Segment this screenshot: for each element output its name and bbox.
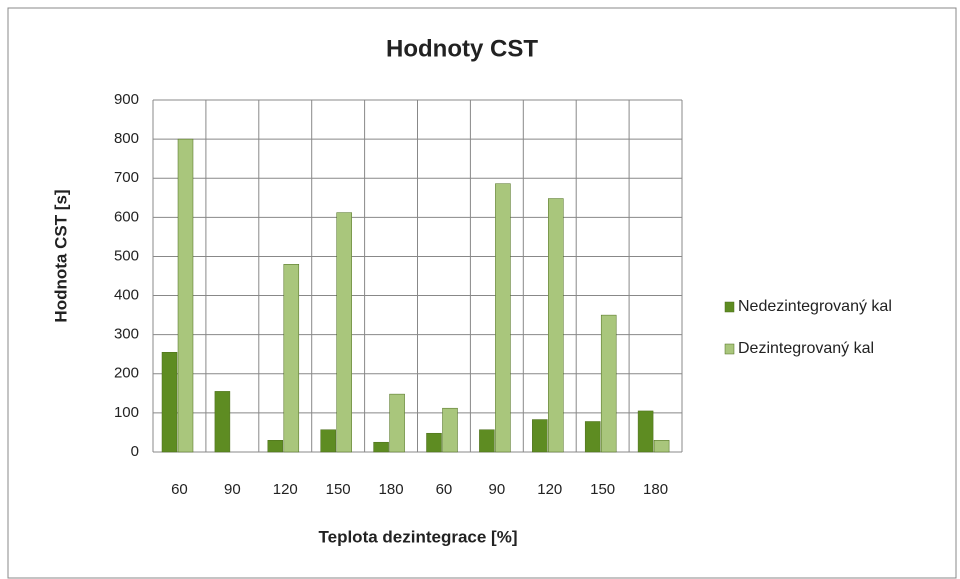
y-tick-label: 600 <box>114 208 139 225</box>
bar <box>177 138 194 453</box>
chart-title: Hodnoty CST <box>386 35 538 62</box>
bar <box>600 314 617 453</box>
x-tick-label: 120 <box>537 481 562 498</box>
y-tick-label: 0 <box>131 443 139 460</box>
bar <box>373 441 389 453</box>
legend-swatch <box>724 301 735 313</box>
bar <box>389 393 405 453</box>
chart-frame <box>7 7 957 579</box>
bar <box>532 419 548 453</box>
y-tick-label: 300 <box>114 326 139 343</box>
bar <box>495 183 511 453</box>
bar <box>653 440 670 453</box>
y-tick-label: 800 <box>114 130 139 147</box>
x-axis-title: Teplota dezintegrace [%] <box>319 527 518 546</box>
legend-label: Nedezintegrovaný kal <box>738 298 892 315</box>
x-tick-label: 120 <box>273 481 298 498</box>
legend-swatch <box>724 343 735 355</box>
legend-label: Dezintegrovaný kal <box>738 340 874 357</box>
bar <box>426 432 442 453</box>
x-tick-label: 150 <box>326 481 351 498</box>
x-tick-label: 90 <box>489 481 506 498</box>
x-tick-label: 60 <box>171 481 188 498</box>
bar <box>584 421 601 453</box>
y-tick-label: 500 <box>114 247 139 264</box>
y-tick-label: 200 <box>114 365 139 382</box>
y-tick-label: 900 <box>114 91 139 108</box>
bar <box>320 429 336 453</box>
y-tick-label: 700 <box>114 169 139 186</box>
x-tick-label: 60 <box>436 481 453 498</box>
bar <box>442 407 458 453</box>
x-tick-label: 180 <box>643 481 668 498</box>
bar <box>479 429 495 453</box>
bar <box>267 440 284 453</box>
bar <box>161 352 178 453</box>
bar <box>336 212 352 453</box>
y-tick-label: 100 <box>114 404 139 421</box>
bar <box>548 198 564 453</box>
y-axis-title: Hodnota CST [s] <box>51 189 70 322</box>
bar <box>214 391 231 453</box>
bar <box>637 410 654 453</box>
x-tick-label: 90 <box>224 481 241 498</box>
x-tick-label: 180 <box>379 481 404 498</box>
bar <box>283 264 300 453</box>
y-tick-label: 400 <box>114 287 139 304</box>
x-tick-label: 150 <box>590 481 615 498</box>
